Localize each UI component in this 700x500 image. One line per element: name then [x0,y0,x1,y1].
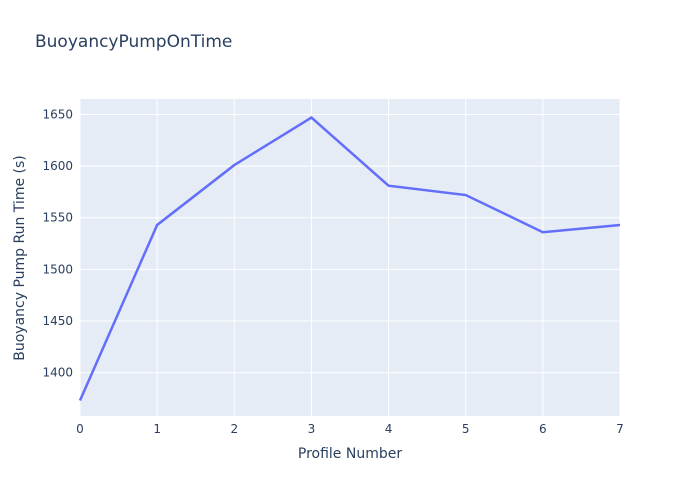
x-tick-label: 7 [616,422,624,436]
x-axis-title: Profile Number [297,446,403,462]
plot-background[interactable] [80,99,620,416]
x-tick-label: 0 [76,422,84,436]
y-tick-label: 1400 [42,366,73,380]
y-tick-label: 1550 [42,211,73,225]
x-tick-label: 1 [153,422,161,436]
y-tick-label: 1450 [42,314,73,328]
series-line[interactable] [78,116,621,402]
y-tick-label: 1500 [42,262,73,276]
x-tick-label: 6 [539,422,547,436]
y-tick-label: 1650 [42,107,73,121]
y-axis-title: Buoyancy Pump Run Time (s) [12,155,28,361]
x-tick-label: 3 [308,422,316,436]
chart-title: BuoyancyPumpOnTime [35,32,233,52]
x-tick-label: 2 [230,422,238,436]
y-tick-label: 1600 [42,159,73,173]
x-tick-label: 5 [462,422,470,436]
x-tick-label: 4 [385,422,393,436]
